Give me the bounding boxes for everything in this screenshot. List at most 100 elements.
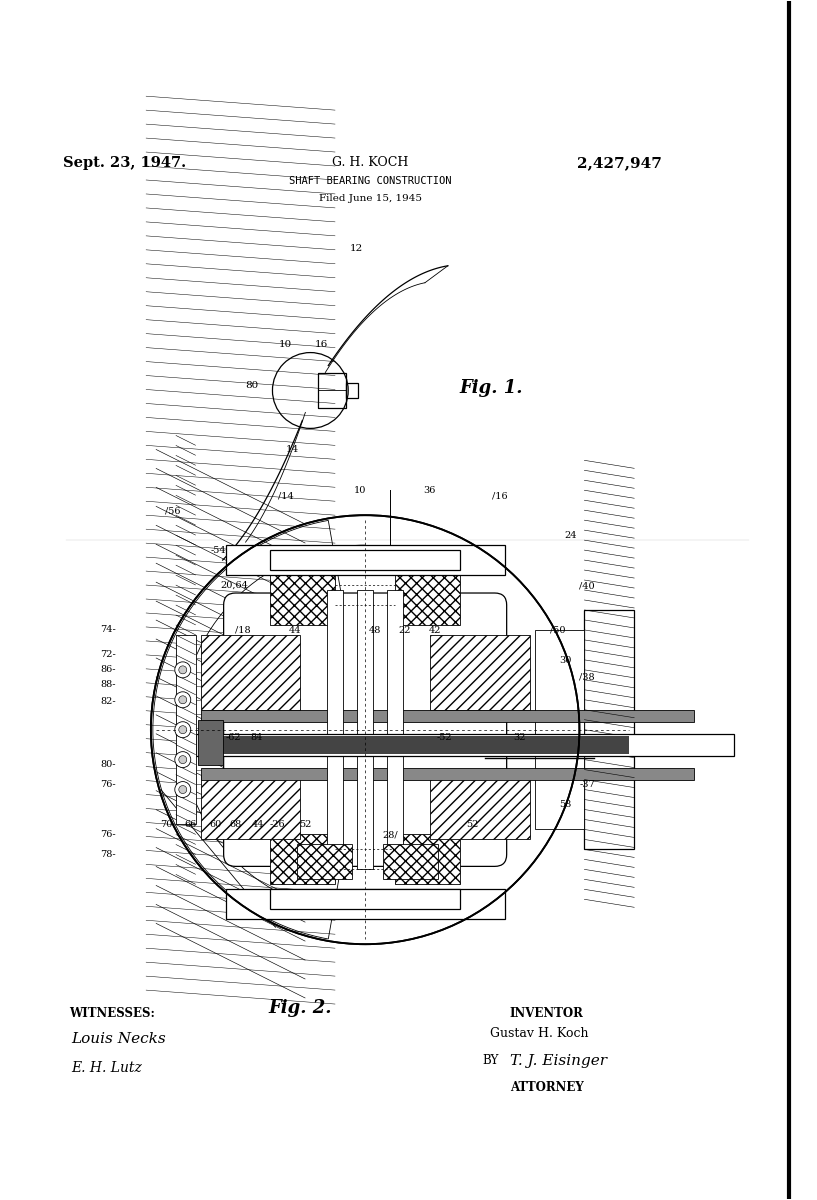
- Text: 10: 10: [279, 340, 292, 348]
- Bar: [270, 834, 335, 884]
- Bar: [387, 590, 403, 869]
- Text: ATTORNEY: ATTORNEY: [510, 1081, 583, 1094]
- Text: -62: -62: [225, 733, 241, 742]
- Text: Gustav H. Koch: Gustav H. Koch: [489, 1027, 588, 1040]
- Text: 36: 36: [424, 486, 436, 496]
- Text: /56: /56: [165, 506, 181, 515]
- Text: 68: 68: [230, 821, 242, 829]
- Circle shape: [175, 691, 190, 708]
- Text: BY: BY: [483, 1054, 499, 1067]
- Bar: [196, 733, 734, 756]
- Text: Louis Necks: Louis Necks: [71, 1032, 166, 1046]
- Circle shape: [175, 721, 190, 738]
- Text: 16: 16: [315, 340, 328, 348]
- Circle shape: [179, 786, 187, 793]
- Text: 84: 84: [251, 733, 263, 742]
- Bar: [225, 545, 505, 575]
- Text: 52: 52: [299, 821, 311, 829]
- Text: /38: /38: [579, 673, 595, 682]
- Text: 14: 14: [285, 445, 299, 455]
- Text: 80: 80: [245, 380, 258, 390]
- Text: /14: /14: [278, 491, 293, 500]
- FancyBboxPatch shape: [224, 593, 507, 866]
- Circle shape: [146, 510, 584, 949]
- Text: -52: -52: [437, 733, 453, 742]
- Text: G. H. KOCH: G. H. KOCH: [332, 156, 408, 169]
- Text: /16: /16: [492, 491, 507, 500]
- Text: 58: 58: [560, 800, 572, 809]
- Text: 70: 70: [159, 821, 172, 829]
- Circle shape: [175, 662, 190, 678]
- Text: -37: -37: [579, 780, 595, 790]
- Text: 86-: 86-: [100, 665, 116, 674]
- Text: 22: 22: [399, 626, 411, 635]
- Bar: [395, 575, 460, 625]
- Text: /50: /50: [550, 626, 565, 635]
- Text: 10: 10: [354, 486, 366, 496]
- Text: SHAFT BEARING CONSTRUCTION: SHAFT BEARING CONSTRUCTION: [289, 176, 451, 186]
- Bar: [270, 550, 460, 570]
- Text: T. J. Eisinger: T. J. Eisinger: [510, 1054, 607, 1068]
- Bar: [201, 768, 694, 780]
- Text: 80-: 80-: [100, 760, 116, 769]
- Circle shape: [179, 726, 187, 733]
- Text: 76-: 76-: [100, 830, 116, 839]
- Bar: [584, 610, 634, 850]
- Bar: [430, 774, 529, 840]
- Text: 32: 32: [513, 733, 526, 742]
- Circle shape: [175, 781, 190, 798]
- Text: 72-: 72-: [100, 650, 116, 659]
- Bar: [201, 774, 301, 840]
- Bar: [357, 590, 373, 869]
- Bar: [346, 383, 358, 398]
- Text: Filed June 15, 1945: Filed June 15, 1945: [319, 194, 422, 203]
- Text: 76-: 76-: [100, 780, 116, 790]
- Text: 60: 60: [209, 821, 221, 829]
- Bar: [201, 736, 629, 754]
- Bar: [201, 635, 301, 709]
- Bar: [225, 889, 505, 919]
- Text: 28/: 28/: [382, 830, 398, 840]
- Text: 66: 66: [185, 821, 197, 829]
- Text: -26: -26: [270, 821, 285, 829]
- Text: E. H. Lutz: E. H. Lutz: [71, 1061, 142, 1075]
- Bar: [383, 845, 438, 880]
- Bar: [176, 635, 196, 824]
- Text: /18: /18: [235, 626, 251, 635]
- Text: 20,64: 20,64: [221, 581, 248, 590]
- Bar: [534, 630, 584, 829]
- Text: Fig. 1.: Fig. 1.: [460, 379, 524, 397]
- Bar: [270, 575, 335, 625]
- Text: INVENTOR: INVENTOR: [510, 1007, 583, 1020]
- Text: /40: /40: [579, 581, 595, 590]
- Text: 48: 48: [369, 626, 382, 635]
- Bar: [297, 845, 352, 880]
- Text: 88-: 88-: [100, 680, 116, 689]
- Bar: [201, 709, 694, 721]
- Circle shape: [175, 751, 190, 768]
- Text: 52: 52: [467, 821, 479, 829]
- Bar: [395, 834, 460, 884]
- Circle shape: [179, 756, 187, 763]
- Text: 24: 24: [565, 532, 577, 540]
- Text: Fig. 2.: Fig. 2.: [269, 1000, 333, 1018]
- Wedge shape: [153, 521, 365, 938]
- Text: 44: 44: [252, 821, 264, 829]
- Text: 2,427,947: 2,427,947: [577, 156, 662, 170]
- Text: 74-: 74-: [100, 625, 116, 635]
- Text: Sept. 23, 1947.: Sept. 23, 1947.: [63, 156, 186, 170]
- Text: WITNESSES:: WITNESSES:: [69, 1007, 155, 1020]
- Bar: [270, 889, 460, 910]
- Text: 42: 42: [429, 626, 441, 635]
- Text: 78-: 78-: [100, 850, 116, 859]
- Bar: [430, 635, 529, 709]
- Text: -54: -54: [211, 546, 226, 556]
- Circle shape: [179, 696, 187, 703]
- Text: 12: 12: [350, 244, 364, 253]
- Text: 44: 44: [289, 626, 301, 635]
- Bar: [319, 372, 346, 408]
- Text: 82-: 82-: [100, 697, 116, 707]
- Text: 30: 30: [560, 656, 572, 665]
- Circle shape: [179, 666, 187, 674]
- Bar: [328, 590, 343, 869]
